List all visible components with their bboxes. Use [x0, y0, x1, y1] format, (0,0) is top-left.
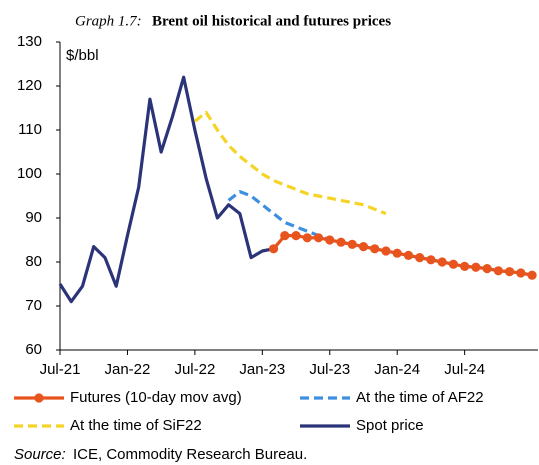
series-marker: [313, 233, 324, 243]
series-marker: [381, 246, 391, 256]
source: ICE, Commodity Research Bureau.: [73, 446, 307, 463]
series-marker: [392, 248, 402, 258]
series-marker: [291, 231, 301, 241]
series-marker: [493, 266, 503, 276]
y-tick-label: 110: [18, 121, 42, 138]
legend-marker: [34, 393, 44, 403]
series-marker: [358, 242, 369, 252]
x-tick-label: Jul-24: [444, 361, 485, 378]
series-marker: [482, 264, 492, 274]
series-marker: [471, 262, 481, 272]
series-line: [272, 234, 533, 277]
x-tick-label: Jan-22: [105, 361, 151, 378]
source-label: Source:: [14, 446, 66, 463]
y-tick-label: 60: [25, 341, 42, 358]
series-marker: [370, 244, 380, 254]
legend-label: Spot price: [356, 417, 424, 434]
y-tick-label: 120: [17, 77, 42, 94]
series-line: [227, 190, 533, 277]
series-marker: [448, 259, 458, 269]
series-line: [193, 110, 387, 216]
y-tick-label: 130: [17, 33, 42, 50]
series-marker: [505, 267, 515, 277]
series-marker: [516, 268, 526, 278]
series-marker: [302, 233, 312, 243]
series-marker: [336, 237, 346, 247]
series-marker: [437, 257, 447, 267]
y-tick-label: 100: [17, 165, 42, 182]
y-tick-label: 80: [25, 253, 42, 270]
legend-label: Futures (10-day mov avg): [70, 389, 242, 406]
x-tick-label: Jan-23: [239, 361, 285, 378]
y-unit: $/bbl: [66, 47, 99, 64]
series-marker: [527, 270, 537, 280]
legend-label: At the time of SiF22: [70, 417, 202, 434]
x-tick-label: Jul-23: [309, 361, 350, 378]
x-tick-label: Jan-24: [374, 361, 420, 378]
series-marker: [347, 239, 357, 249]
series-marker: [325, 235, 335, 245]
series-marker: [426, 255, 436, 265]
x-tick-label: Jul-22: [174, 361, 215, 378]
series-line: [58, 75, 274, 304]
series-marker: [460, 261, 470, 271]
y-tick-label: 90: [25, 209, 42, 226]
chart-title: Brent oil historical and futures prices: [152, 13, 391, 29]
series-marker: [415, 253, 425, 263]
legend-label: At the time of AF22: [356, 389, 484, 406]
series-marker: [280, 231, 290, 241]
x-tick-label: Jul-21: [40, 361, 81, 378]
title-label: Graph 1.7:: [75, 13, 142, 29]
series-marker: [403, 250, 414, 260]
y-tick-label: 70: [25, 297, 42, 314]
series-marker: [268, 244, 279, 254]
